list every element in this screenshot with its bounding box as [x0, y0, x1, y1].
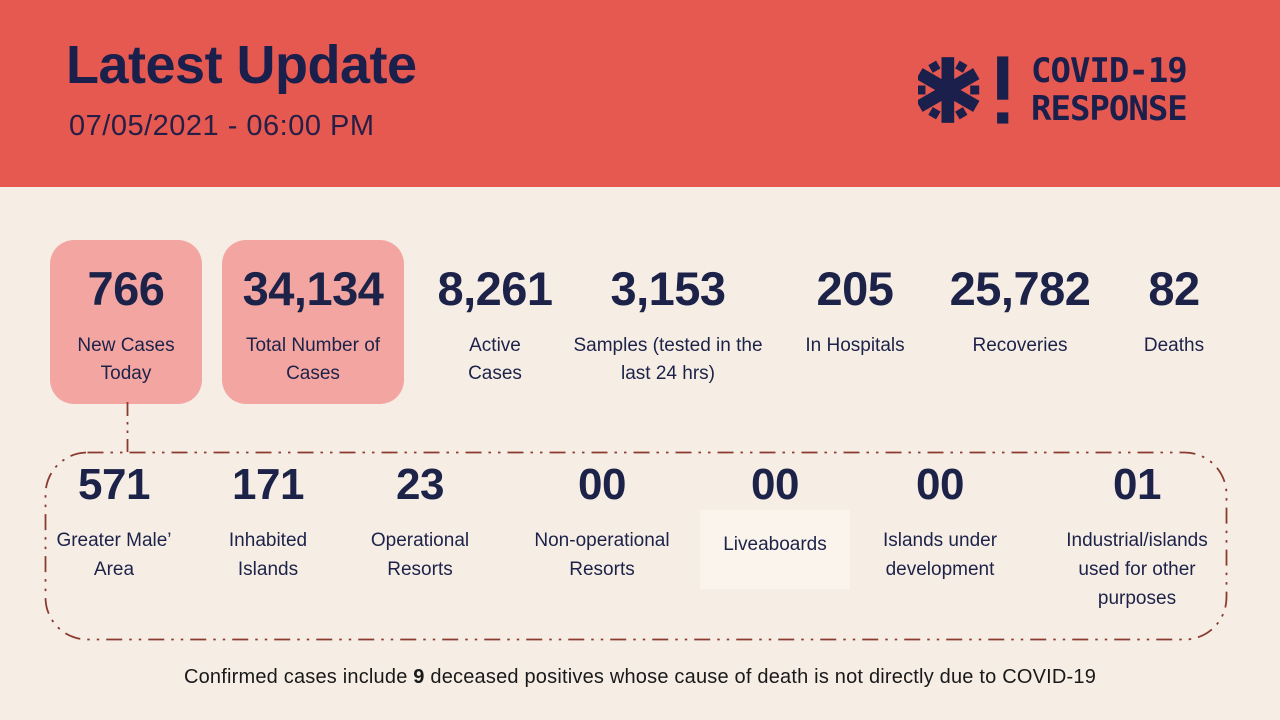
footnote-suffix: deceased positives whose cause of death …: [424, 666, 1097, 688]
stat-label: Total Number of Cases: [245, 335, 381, 384]
stat-label: Deaths: [1143, 335, 1205, 356]
stat-label: Operational Resorts: [370, 530, 470, 580]
stat-value: 766: [87, 262, 165, 315]
stat-total-cases: 34,134 Total Number of Cases: [222, 240, 404, 404]
region-stat-greater-male: 571 Greater Male’ Area: [44, 460, 184, 584]
footnote-bold-count: 9: [413, 666, 425, 688]
highlighted-stat-label: Liveaboards: [700, 510, 850, 589]
stat-label: Recoveries: [972, 335, 1068, 356]
stat-value: 205: [816, 262, 894, 315]
stat-new-cases-today: 766 New Cases Today: [50, 240, 202, 404]
stat-value: 171: [232, 460, 304, 509]
stat-value: 01: [1113, 460, 1161, 509]
stat-label: Industrial/islands used for other purpos…: [1066, 530, 1208, 609]
stat-label: Non-operational Resorts: [534, 530, 670, 580]
stat-deaths: 82 Deaths: [1114, 240, 1234, 360]
stat-samples: 3,153 Samples (tested in the last 24 hrs…: [573, 240, 763, 388]
virus-asterisk-icon: [918, 56, 1009, 124]
stat-label: In Hospitals: [805, 335, 905, 356]
stat-label: Samples (tested in the last 24 hrs): [573, 335, 763, 384]
stat-value: 23: [396, 460, 444, 509]
stat-value: 25,782: [949, 262, 1091, 315]
dashed-connector-line: [126, 402, 129, 452]
exclamation-mark: [997, 56, 1009, 124]
covid19-response-logo: COVID-19 RESPONSE: [918, 51, 1188, 129]
stat-value: 34,134: [242, 262, 384, 315]
logo-line2: RESPONSE: [1031, 89, 1188, 129]
confirmed-cases-footnote: Confirmed cases include 9 deceased posit…: [0, 666, 1280, 689]
stat-value: 8,261: [437, 262, 553, 315]
stat-value: 3,153: [610, 262, 726, 315]
stat-value: 00: [751, 460, 799, 509]
stat-value: 00: [578, 460, 626, 509]
stat-in-hospitals: 205 In Hospitals: [785, 240, 925, 360]
stat-value: 82: [1148, 262, 1200, 315]
dashed-region-box: [44, 451, 1228, 641]
stat-value: 571: [78, 460, 150, 509]
logo-wordmark: COVID-19 RESPONSE: [1031, 51, 1188, 129]
asterisk-spokes: [918, 57, 980, 123]
stat-label: Inhabited Islands: [228, 530, 308, 580]
footnote-prefix: Confirmed cases include: [183, 666, 414, 688]
logo-line1: COVID-19: [1031, 51, 1188, 91]
region-stat-inhabited-islands: 171 Inhabited Islands: [203, 460, 333, 584]
stat-label: Greater Male’ Area: [56, 530, 172, 580]
stat-active-cases: 8,261 Active Cases: [420, 240, 570, 388]
region-stat-operational-resorts: 23 Operational Resorts: [345, 460, 495, 584]
region-stat-nonoperational-resorts: 00 Non-operational Resorts: [512, 460, 692, 584]
region-stat-islands-under-development: 00 Islands under development: [855, 460, 1025, 584]
region-stat-liveaboards: 00 Liveaboards: [700, 460, 850, 589]
page-title: Latest Update: [66, 35, 417, 95]
stat-label: Islands under development: [882, 530, 998, 580]
update-datetime: 07/05/2021 - 06:00 PM: [69, 110, 375, 142]
stat-label: Active Cases: [468, 335, 522, 384]
region-stat-industrial-islands: 01 Industrial/islands used for other pur…: [1057, 460, 1217, 613]
stat-label: New Cases Today: [77, 335, 175, 384]
stat-recoveries: 25,782 Recoveries: [945, 240, 1095, 360]
stat-value: 00: [916, 460, 964, 509]
header-banner: Latest Update 07/05/2021 - 06:00 PM: [0, 0, 1280, 187]
